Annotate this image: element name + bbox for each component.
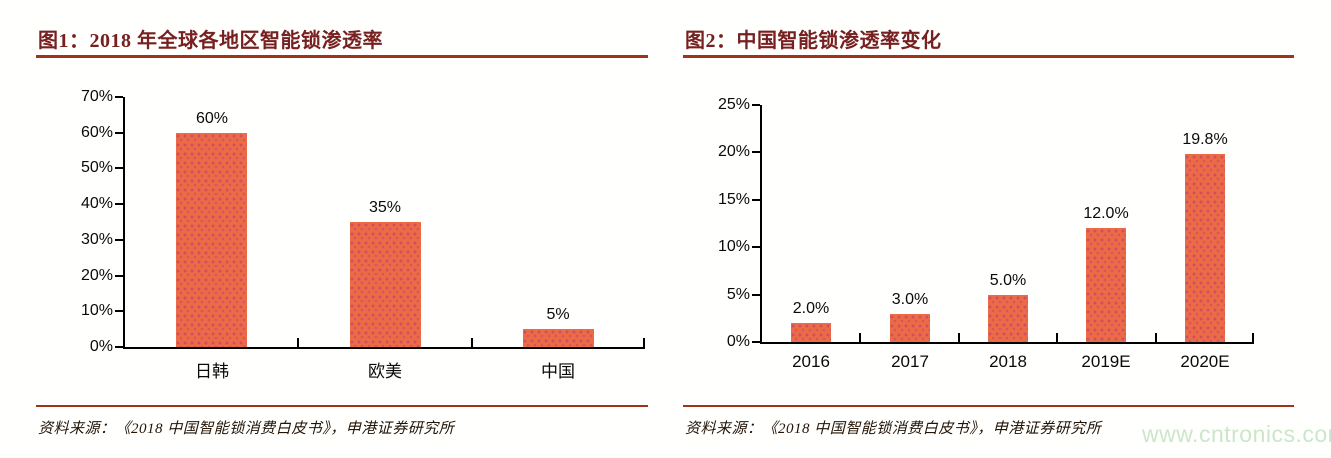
x-axis-category-label: 中国 (541, 362, 575, 381)
x-axis-category-label: 日韩 (195, 362, 229, 381)
bar-value-label: 5.0% (989, 272, 1027, 289)
x-axis-category-label: 2020E (1180, 352, 1230, 371)
bar-value-label: 19.8% (1182, 131, 1228, 148)
y-axis-tick-mark (752, 198, 760, 201)
y-axis-tick-label: 20% (80, 266, 113, 284)
y-axis-tick-label: 60% (80, 123, 113, 141)
x-axis-tick-mark (1252, 333, 1254, 342)
bar-2018 (988, 295, 1028, 342)
x-axis-category-label: 2018 (989, 352, 1027, 371)
bar-日韩 (176, 133, 247, 347)
figure2-source-note: 资料来源：《2018 中国智能锁消费白皮书》，申港证券研究所 (685, 421, 1102, 437)
bar-value-label: 5% (546, 306, 570, 323)
figure2-bottom-rule (683, 405, 1294, 407)
cntronics-watermark: www.cntronics.com (1142, 421, 1331, 447)
y-axis-tick-mark (115, 131, 123, 134)
y-axis-tick-label: 10% (80, 302, 113, 320)
figure1-title-rule (36, 55, 648, 58)
bar-2019E (1086, 228, 1126, 342)
bar-value-label: 12.0% (1083, 205, 1129, 222)
y-axis-tick-mark (115, 346, 123, 348)
x-axis-tick-mark (1155, 333, 1157, 342)
figure2-title-rule (683, 55, 1294, 58)
x-axis-tick-mark (859, 333, 861, 342)
x-axis-tick-mark (643, 338, 645, 347)
y-axis-tick-mark (115, 238, 123, 241)
x-axis-tick-mark (471, 338, 473, 347)
y-axis-tick-mark (115, 274, 123, 277)
bar-value-label: 2.0% (792, 300, 830, 317)
y-axis-tick-mark (752, 341, 760, 343)
y-axis-tick-mark (115, 310, 123, 313)
y-axis-tick-label: 30% (80, 230, 113, 248)
figure2-title: 图2：中国智能锁渗透率变化 (685, 30, 942, 52)
y-axis-tick-label: 10% (717, 238, 750, 256)
bar-value-label: 60% (195, 110, 229, 127)
bar-2016 (791, 323, 831, 342)
bar-欧美 (350, 222, 421, 347)
y-axis-tick-label: 25% (717, 96, 750, 113)
x-axis-category-label: 2017 (891, 352, 929, 371)
x-axis-tick-mark (958, 333, 960, 342)
x-axis-category-label: 2016 (792, 352, 830, 371)
y-axis-tick-mark (115, 96, 123, 98)
y-axis-tick-mark (752, 104, 760, 106)
figure1-panel: 图1：2018 年全球各地区智能锁渗透率 0% 10% 20% 30% 40% 50% 60… (36, 0, 648, 458)
y-axis-tick-label: 50% (80, 159, 113, 177)
y-axis-tick-mark (115, 167, 123, 170)
y-axis-tick-label: 70% (80, 88, 113, 105)
y-axis-tick-label: 0% (726, 333, 750, 350)
bar-value-label: 3.0% (891, 291, 929, 308)
figure1-bar-chart: 0% 10% 20% 30% 40% 50% 60% 70% 60% 日韩 35% 欧美 5% 中国 (81, 88, 645, 381)
bar-2017 (890, 314, 930, 342)
y-axis-tick-mark (752, 151, 760, 154)
figure1-source-note: 资料来源：《2018 中国智能锁消费白皮书》，申港证券研究所 (38, 421, 455, 437)
y-axis-tick-label: 15% (717, 190, 750, 208)
y-axis-tick-label: 5% (726, 285, 750, 303)
x-axis-category-label: 欧美 (368, 362, 402, 381)
y-axis-tick-label: 20% (717, 143, 750, 161)
y-axis-tick-mark (752, 246, 760, 249)
y-axis-tick-mark (115, 203, 123, 206)
bar-中国 (523, 329, 594, 347)
x-axis-category-label: 2019E (1081, 352, 1131, 371)
figure1-title: 图1：2018 年全球各地区智能锁渗透率 (38, 30, 383, 52)
bar-value-label: 35% (368, 199, 402, 216)
bar-2020E (1185, 154, 1225, 342)
figure1-bottom-rule (36, 405, 648, 407)
y-axis-tick-mark (752, 293, 760, 296)
x-axis-tick-mark (297, 338, 299, 347)
figure2-bar-chart: 0% 5% 10% 15% 20% 25% 2.0% 2016 3.0% 2017 5.0% 2018… (718, 96, 1254, 371)
figure2-panel: 图2：中国智能锁渗透率变化 0% 5% 10% 15% 20% 25% 2.0% 2016 3.… (683, 0, 1294, 458)
y-axis-tick-label: 40% (80, 195, 113, 213)
x-axis-tick-mark (1056, 333, 1058, 342)
y-axis-tick-label: 0% (89, 338, 113, 355)
